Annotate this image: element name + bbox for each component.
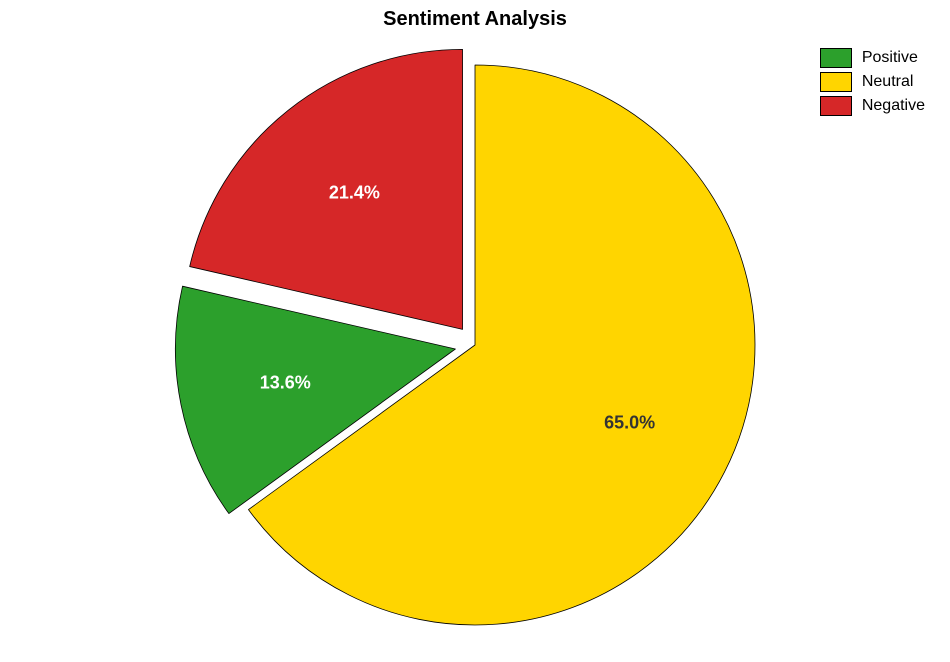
legend-item-neutral: Neutral	[820, 72, 925, 92]
legend-swatch-negative	[820, 96, 852, 116]
pie-slice-negative	[190, 49, 463, 329]
pie-slice-label-positive: 13.6%	[260, 372, 311, 392]
pie-chart: 21.4% 13.6% 65.0%	[190, 60, 760, 630]
legend-item-positive: Positive	[820, 48, 925, 68]
legend: Positive Neutral Negative	[820, 48, 925, 120]
legend-swatch-positive	[820, 48, 852, 68]
legend-swatch-neutral	[820, 72, 852, 92]
pie-slice-label-negative: 21.4%	[329, 182, 380, 202]
chart-title: Sentiment Analysis	[0, 8, 950, 31]
pie-slice-label-neutral: 65.0%	[604, 413, 655, 433]
legend-item-negative: Negative	[820, 96, 925, 116]
legend-label-positive: Positive	[862, 49, 918, 67]
legend-label-neutral: Neutral	[862, 73, 914, 91]
legend-label-negative: Negative	[862, 97, 925, 115]
